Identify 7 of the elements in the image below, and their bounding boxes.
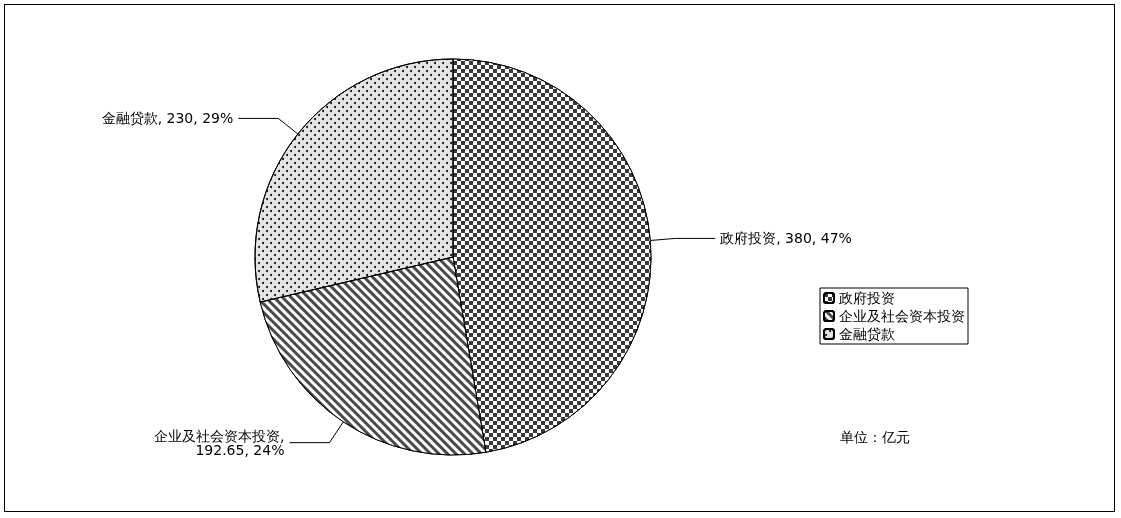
legend-label: 企业及社会资本投资 (839, 308, 965, 324)
data-label: 企业及社会资本投资, 192.65, 24% (154, 427, 285, 458)
data-label: 政府投资, 380, 47% (720, 230, 852, 247)
text: 单位：亿元 (840, 429, 910, 445)
legend-label: 金融贷款 (839, 326, 895, 342)
data-label: 金融贷款, 230, 29% (101, 110, 234, 127)
legend-label: 政府投资 (839, 290, 895, 306)
